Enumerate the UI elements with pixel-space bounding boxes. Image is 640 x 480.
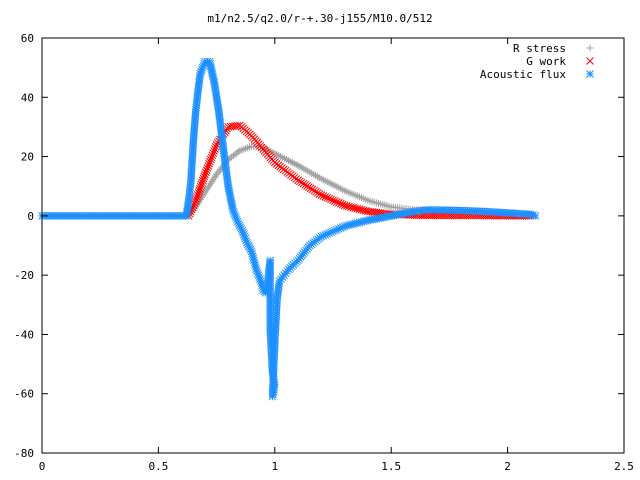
y-tick-label: -40 bbox=[14, 328, 34, 341]
y-tick-label: -80 bbox=[14, 447, 34, 460]
data-point bbox=[206, 181, 214, 189]
data-point bbox=[201, 168, 210, 177]
data-point bbox=[333, 198, 341, 206]
y-tick-label: -20 bbox=[14, 269, 34, 282]
data-point bbox=[201, 170, 209, 179]
data-point bbox=[327, 195, 335, 204]
data-point bbox=[194, 188, 203, 197]
data-point bbox=[204, 162, 213, 170]
data-point bbox=[196, 182, 205, 191]
legend-label: G work bbox=[526, 55, 566, 68]
data-point bbox=[211, 142, 220, 151]
legend-marker bbox=[586, 44, 594, 52]
data-point bbox=[199, 174, 208, 183]
data-point bbox=[209, 149, 218, 158]
x-tick-label: 0.5 bbox=[148, 460, 168, 473]
legend-label: Acoustic flux bbox=[480, 68, 566, 81]
data-point bbox=[338, 200, 347, 209]
data-point bbox=[206, 155, 215, 164]
data-point bbox=[208, 177, 216, 185]
data-point bbox=[234, 148, 242, 156]
data-point bbox=[203, 164, 212, 172]
legend-label: R stress bbox=[513, 42, 566, 55]
data-point bbox=[205, 159, 213, 168]
data-point bbox=[193, 191, 202, 199]
legend-marker bbox=[586, 70, 594, 78]
data-point bbox=[321, 192, 330, 201]
data-point bbox=[198, 176, 207, 185]
x-tick-label: 0 bbox=[39, 460, 46, 473]
data-point bbox=[209, 176, 217, 184]
axes: 0 0.5 1 1.5 2 2.5 -80 -60 -40 -20 0 20 40 60 bbox=[14, 32, 634, 473]
data-point bbox=[325, 194, 333, 203]
plot-frame bbox=[41, 37, 625, 454]
y-tick-label: 20 bbox=[21, 151, 34, 164]
data-point bbox=[210, 147, 218, 155]
data-point bbox=[197, 180, 206, 189]
data-point bbox=[195, 186, 204, 195]
data-point bbox=[204, 183, 212, 191]
data-point bbox=[191, 197, 200, 205]
x-tick-label: 1 bbox=[271, 460, 278, 473]
data-point bbox=[323, 193, 332, 202]
data-point bbox=[190, 199, 199, 208]
data-point bbox=[336, 199, 345, 208]
legend-marker bbox=[586, 57, 594, 65]
y-tick-label: -60 bbox=[14, 388, 34, 401]
data-point bbox=[206, 157, 214, 166]
data-point bbox=[208, 151, 217, 160]
y-tick-label: 40 bbox=[21, 91, 34, 104]
data-point bbox=[192, 195, 201, 203]
data-point bbox=[202, 166, 211, 174]
data-point bbox=[334, 199, 343, 207]
data-point bbox=[203, 185, 211, 193]
data-point bbox=[210, 174, 218, 182]
y-tick-label: 0 bbox=[27, 210, 34, 223]
data-point bbox=[201, 188, 209, 196]
data-point bbox=[329, 196, 337, 205]
data-point bbox=[207, 153, 216, 162]
x-tick-label: 2 bbox=[504, 460, 511, 473]
x-tick-label: 2.5 bbox=[614, 460, 634, 473]
data-point bbox=[207, 179, 215, 187]
data-point bbox=[211, 145, 219, 153]
data-point bbox=[196, 184, 204, 193]
data-point bbox=[531, 212, 540, 220]
x-tick-label: 1.5 bbox=[381, 460, 401, 473]
data-point bbox=[193, 193, 201, 201]
plot-area bbox=[38, 57, 540, 401]
data-point bbox=[317, 191, 326, 199]
data-point bbox=[319, 192, 328, 200]
chart-title: m1/n2.5/q2.0/r-+.30-j155/M10.0/512 bbox=[207, 12, 432, 25]
data-point bbox=[198, 178, 206, 187]
data-point bbox=[331, 197, 339, 206]
y-tick-label: 60 bbox=[21, 32, 34, 45]
data-point bbox=[200, 172, 209, 181]
